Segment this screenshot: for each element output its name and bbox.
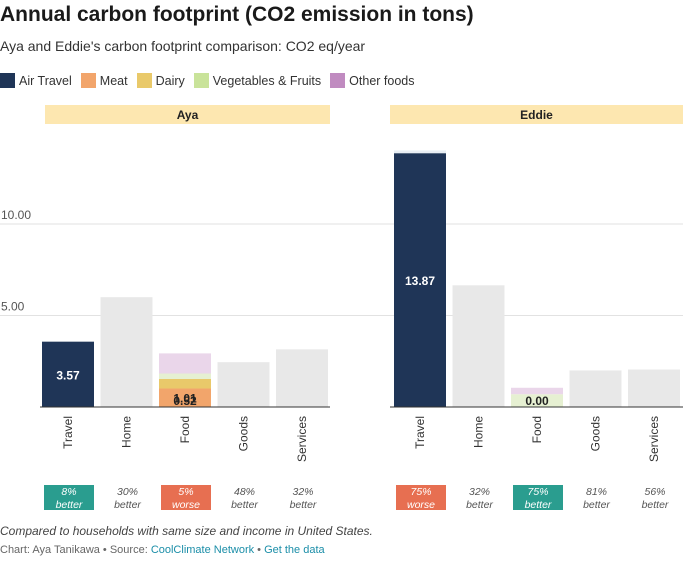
comparison-word-aya-goods: better	[231, 499, 258, 511]
legend-item-air-travel[interactable]: Air Travel	[0, 73, 72, 88]
x-tick-label-eddie-services: Services	[647, 416, 661, 462]
data-label-aya-travel-air-travel: 3.57	[56, 368, 80, 382]
comparison-word-aya-food: worse	[172, 499, 200, 511]
x-tick-label-aya-food: Food	[178, 416, 192, 443]
panel-header-label-aya: Aya	[177, 108, 199, 122]
bar-aya-food-vegetables-fruits	[159, 373, 211, 380]
source-link[interactable]: CoolClimate Network	[150, 544, 255, 556]
comparison-badge-aya-food	[161, 485, 211, 510]
credits-prefix: Chart: Aya Tanikawa • Source:	[0, 544, 151, 556]
comparison-pct-eddie-travel: 75%	[410, 486, 431, 498]
comparison-word-eddie-home: better	[466, 499, 493, 511]
legend-label-dairy: Dairy	[155, 73, 185, 88]
legend-swatch-dairy	[136, 73, 152, 88]
legend-item-meat[interactable]: Meat	[80, 73, 128, 88]
y-tick-label: 5.00	[1, 300, 25, 314]
comparison-word-eddie-food: better	[525, 499, 552, 511]
credits: Chart: Aya Tanikawa • Source: CoolClimat…	[0, 544, 325, 556]
comparison-badge-aya-travel	[44, 485, 94, 510]
bar-aya-goods-goods	[217, 362, 270, 407]
bar-eddie-goods-goods	[569, 370, 622, 407]
x-tick-label-eddie-food: Food	[530, 416, 544, 443]
comparison-pct-aya-goods: 48%	[234, 486, 255, 498]
comparison-pct-aya-travel: 8%	[61, 486, 76, 498]
bar-aya-food-dairy	[159, 379, 211, 389]
x-tick-label-aya-goods: Goods	[237, 416, 251, 451]
legend-swatch-meat	[80, 73, 96, 88]
legend-item-other-foods[interactable]: Other foods	[330, 73, 415, 88]
bar-aya-food-other-foods	[159, 353, 211, 374]
bar-eddie-food-vegetables-fruits	[511, 394, 563, 407]
bar-eddie-travel-air-travel	[394, 153, 446, 407]
bar-eddie-travel-other-travel	[394, 150, 446, 154]
comparison-pct-aya-food: 5%	[178, 486, 193, 498]
footnote: Compared to households with same size an…	[0, 524, 373, 538]
legend-swatch-air-travel	[0, 73, 15, 88]
x-tick-label-eddie-travel: Travel	[413, 416, 427, 449]
legend-swatch-vegetables-fruits	[193, 73, 209, 88]
chart-subtitle: Aya and Eddie's carbon footprint compari…	[0, 38, 366, 54]
legend-swatch-other-foods	[330, 73, 346, 88]
get-data-link[interactable]: Get the data	[264, 544, 325, 556]
legend-label-vegetables-fruits: Vegetables & Fruits	[212, 73, 322, 88]
legend-item-vegetables-fruits[interactable]: Vegetables & Fruits	[193, 73, 322, 88]
legend-label-meat: Meat	[99, 73, 128, 88]
x-tick-label-aya-home: Home	[120, 416, 134, 448]
x-tick-label-eddie-home: Home	[472, 416, 486, 448]
comparison-pct-aya-home: 30%	[117, 486, 138, 498]
comparison-word-eddie-services: better	[642, 499, 669, 511]
data-label-aya-food-meat: 1.01	[173, 391, 197, 405]
comparison-word-eddie-goods: better	[583, 499, 610, 511]
bar-aya-travel-air-travel	[42, 341, 94, 407]
x-tick-label-eddie-goods: Goods	[589, 416, 603, 451]
legend: Air Travel Meat Dairy Vegetables & Fruit…	[0, 73, 424, 88]
data-label-aya-food-dairy: 0.52	[173, 394, 197, 408]
comparison-pct-eddie-services: 56%	[644, 486, 665, 498]
bar-eddie-home-home	[452, 285, 505, 407]
bar-aya-food-meat	[159, 388, 211, 407]
panel-header-aya	[45, 105, 330, 124]
x-tick-label-aya-services: Services	[295, 416, 309, 462]
comparison-word-aya-services: better	[290, 499, 317, 511]
panel-header-eddie	[390, 105, 683, 124]
x-tick-label-aya-travel: Travel	[61, 416, 75, 449]
data-label-eddie-food-meat: 0.00	[525, 394, 549, 408]
chart-title: Annual carbon footprint (CO2 emission in…	[0, 3, 474, 26]
panel-header-label-eddie: Eddie	[520, 108, 553, 122]
legend-label-other-foods: Other foods	[349, 73, 415, 88]
y-tick-label: 10.00	[1, 208, 31, 222]
bar-eddie-food-other-foods	[511, 387, 563, 395]
bar-aya-home-home	[100, 297, 153, 407]
credits-separator: •	[254, 544, 265, 556]
comparison-badge-eddie-travel	[396, 485, 446, 510]
comparison-pct-eddie-home: 32%	[469, 486, 490, 498]
legend-item-dairy[interactable]: Dairy	[136, 73, 185, 88]
bar-aya-services-services	[276, 349, 328, 407]
data-label-eddie-travel-air-travel: 13.87	[405, 274, 435, 288]
comparison-word-aya-home: better	[114, 499, 141, 511]
comparison-pct-eddie-food: 75%	[527, 486, 548, 498]
legend-label-air-travel: Air Travel	[19, 73, 72, 88]
comparison-badge-eddie-food	[513, 485, 563, 510]
comparison-pct-eddie-goods: 81%	[586, 486, 607, 498]
bar-chart: 5.00 10.00 Aya 3.57 Travel Home 1.010.52 Food Go…	[0, 105, 683, 511]
comparison-word-eddie-travel: worse	[407, 499, 435, 511]
comparison-word-aya-travel: better	[56, 499, 83, 511]
bar-eddie-services-services	[628, 369, 680, 407]
comparison-pct-aya-services: 32%	[292, 486, 313, 498]
